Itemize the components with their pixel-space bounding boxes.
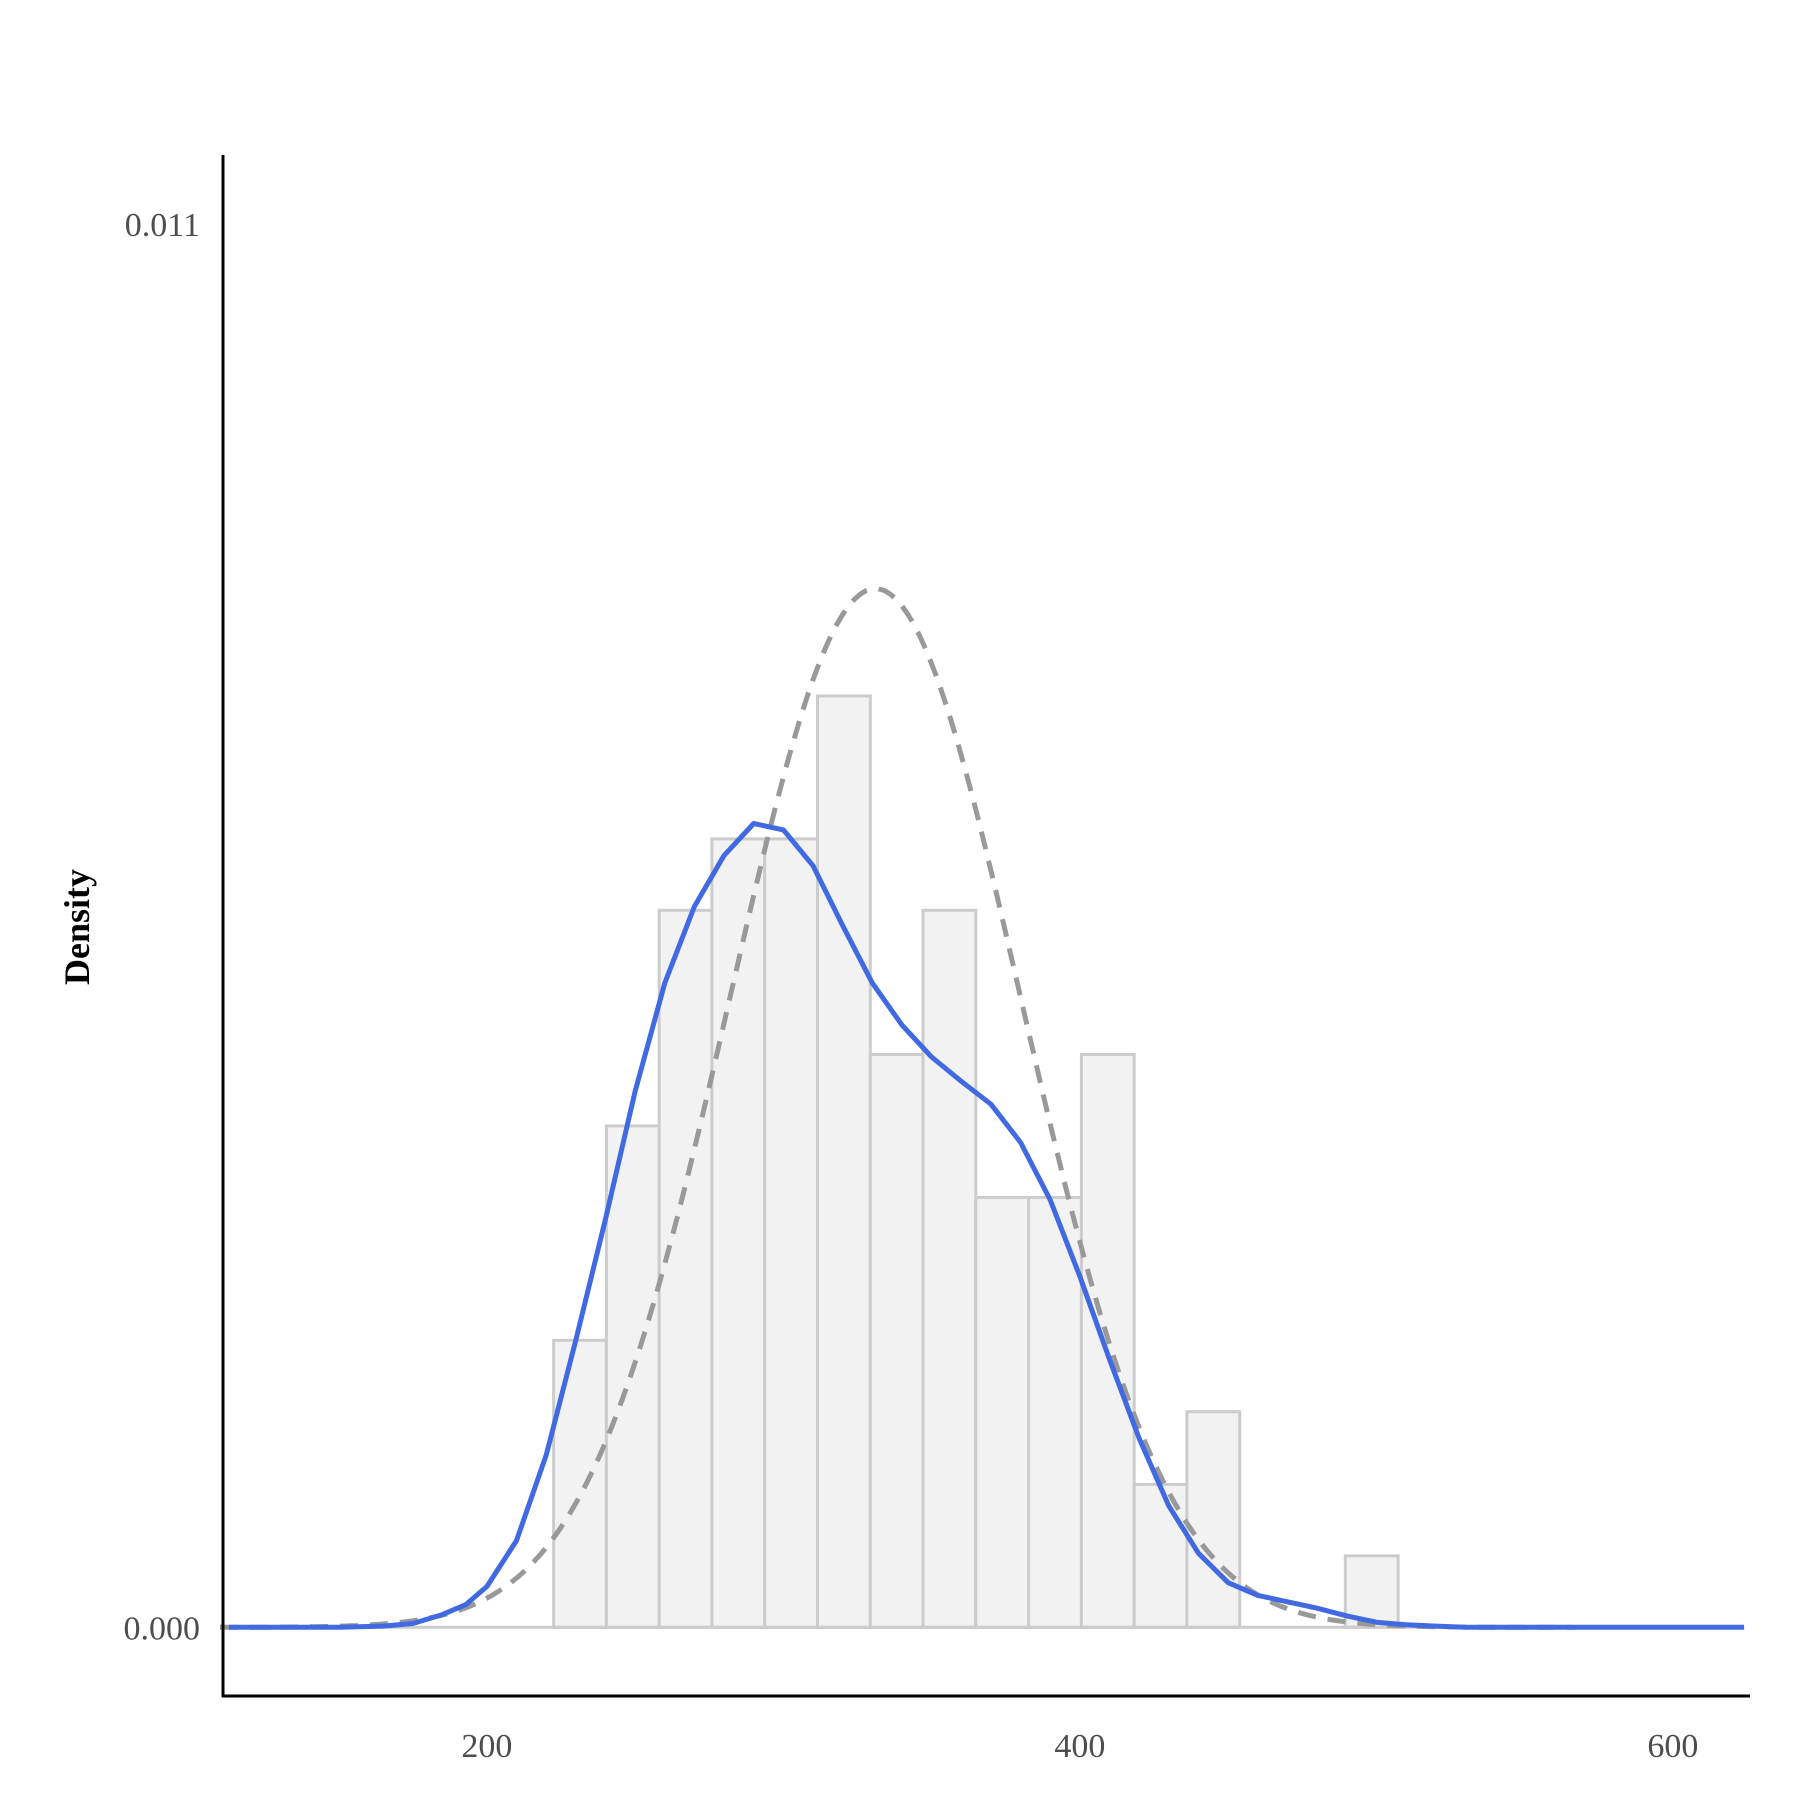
histogram-bar-7 bbox=[921, 908, 978, 1629]
histogram-bar-2 bbox=[657, 908, 714, 1629]
y-axis-ticks: 0.000 0.011 bbox=[124, 207, 201, 1647]
histogram-bar-6 bbox=[868, 1053, 925, 1629]
y-axis-title: Density bbox=[57, 869, 97, 985]
y-tick-label-1: 0.011 bbox=[125, 207, 200, 244]
histogram-bar-12 bbox=[1185, 1410, 1242, 1629]
histogram-bar-8 bbox=[974, 1195, 1031, 1629]
kernel-density-curve bbox=[228, 821, 1745, 1630]
x-tick-label-2: 600 bbox=[1647, 1728, 1698, 1765]
x-tick-label-0: 200 bbox=[461, 1728, 512, 1765]
x-axis-ticks: 200 400 600 bbox=[461, 1728, 1698, 1765]
x-tick-label-1: 400 bbox=[1054, 1728, 1105, 1765]
histogram-bars bbox=[552, 694, 1400, 1629]
histogram-bar-15 bbox=[1343, 1554, 1400, 1629]
histogram-bar-5 bbox=[816, 694, 872, 1629]
histogram-bar-4 bbox=[763, 837, 820, 1629]
histogram-bar-0 bbox=[552, 1338, 608, 1629]
y-tick-label-0: 0.000 bbox=[124, 1610, 201, 1647]
